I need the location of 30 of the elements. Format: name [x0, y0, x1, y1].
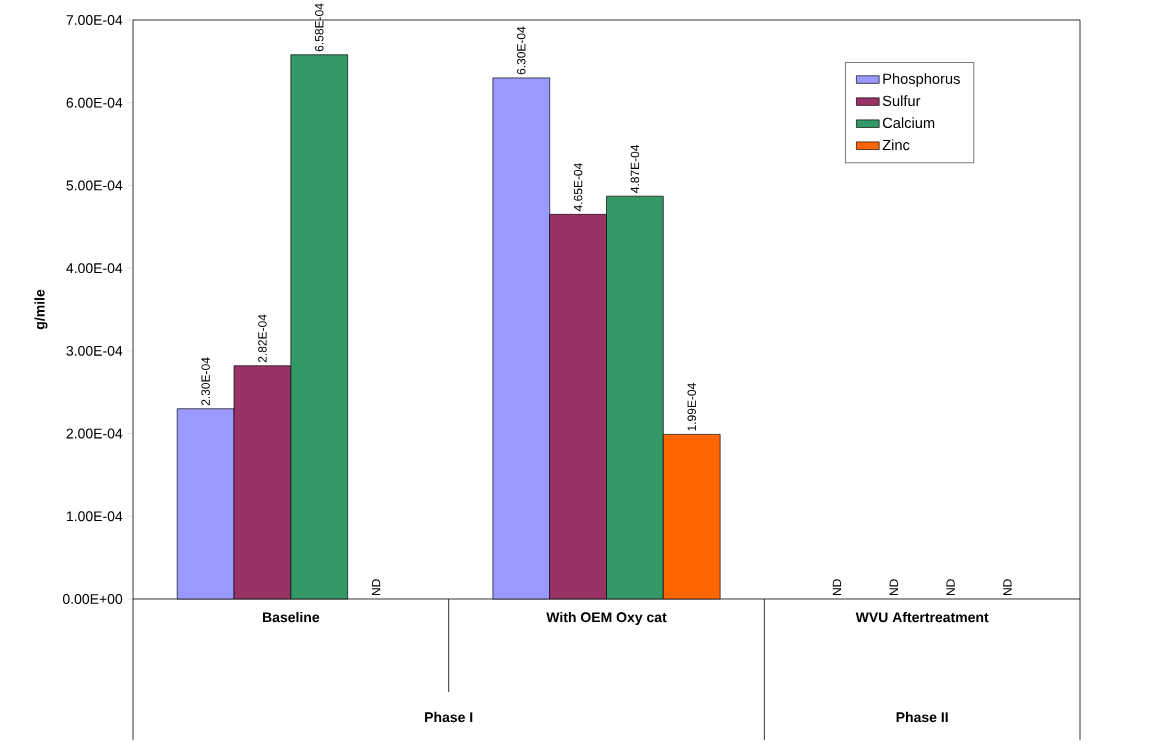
x-tick-label: WVU Aftertreatment: [855, 611, 989, 623]
text: ND: [946, 579, 955, 596]
data-label: 4.87E-04: [630, 144, 640, 193]
y-tick-label: 1.00E-04: [66, 511, 123, 522]
legend-label: Phosphorus: [883, 73, 960, 87]
data-label: 4.65E-04: [573, 163, 583, 212]
text: Phase I: [425, 711, 473, 723]
data-label: 2.82E-04: [258, 314, 267, 363]
y-tick-label: 6.00E-04: [66, 97, 123, 108]
y-tick-label: 5.00E-04: [66, 180, 123, 191]
data-label: 2.30E-04: [201, 357, 210, 406]
y-tick-label: 3.00E-04: [66, 345, 123, 356]
data-label: 6.30E-04: [517, 26, 526, 75]
text: ND: [889, 579, 898, 596]
y-axis-title: g/mile: [34, 289, 48, 330]
data-label: 1.99E-04: [687, 383, 696, 431]
legend-label: Sulfur: [882, 95, 921, 107]
y-tick-label: 0.00E+00: [62, 594, 123, 604]
x-tick-label: Baseline: [262, 611, 320, 623]
text: ND: [1003, 579, 1012, 596]
y-tick-label: 2.00E-04: [66, 428, 123, 439]
text: ND: [371, 579, 381, 596]
y-tick-label: 7.00E-04: [66, 15, 123, 25]
text: Phase II: [896, 711, 948, 723]
data-label: 6.58E-04: [315, 3, 324, 52]
legend-label: Calcium: [882, 117, 935, 129]
y-tick-label: 4.00E-04: [66, 263, 123, 274]
x-tick-label: With OEM Oxy cat: [546, 611, 667, 625]
text: ND: [832, 579, 842, 596]
legend-label: Zinc: [882, 139, 910, 151]
